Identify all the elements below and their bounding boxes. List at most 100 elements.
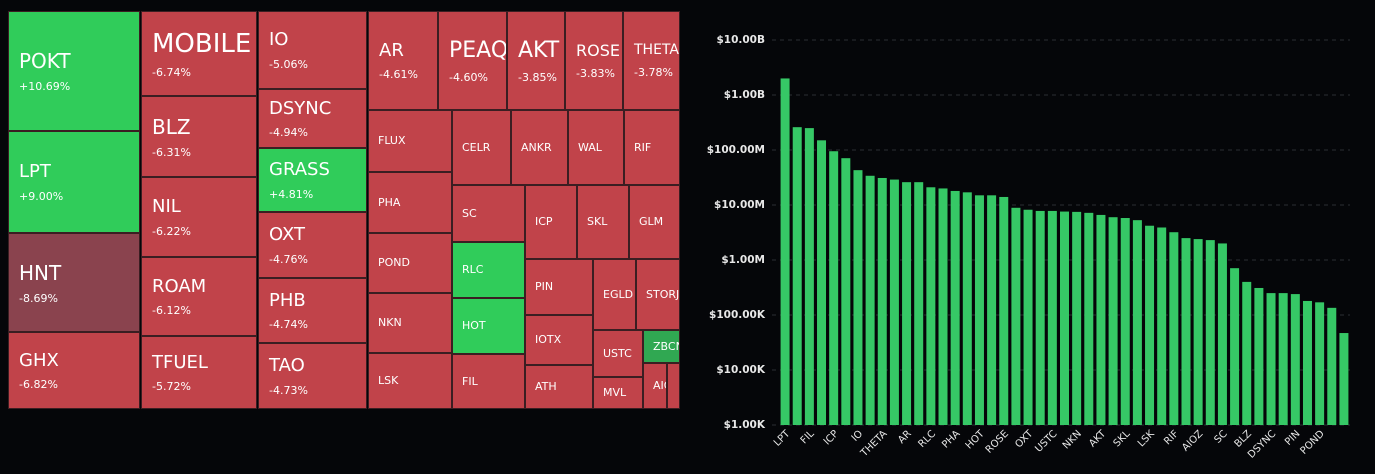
bar (950, 190, 960, 425)
cell-label: NKN (378, 316, 402, 330)
bar (1084, 212, 1094, 425)
y-tick-label: $100.00M (707, 144, 765, 156)
bar (987, 195, 997, 425)
treemap-cell: HNT -8.69% (8, 233, 140, 332)
treemap-cell: ATH (525, 365, 593, 409)
bar (1290, 294, 1300, 425)
cell-label: STORJ (646, 287, 680, 301)
cell-label: TFUEL (152, 351, 208, 373)
cell-change: -3.85% (518, 70, 557, 84)
y-tick-label: $1.00K (724, 419, 766, 431)
bar (1205, 240, 1215, 425)
cell-label: PEAQ (449, 38, 507, 64)
x-tick-label: AKT (1087, 428, 1109, 450)
bar (804, 128, 814, 426)
cell-change: +10.69% (19, 80, 71, 93)
cell-label: LPT (19, 161, 51, 183)
treemap-cell: IOTX (525, 315, 593, 365)
treemap-cell: PIN (525, 259, 593, 315)
cell-label: PIN (535, 280, 554, 294)
bar (926, 187, 936, 425)
bar (1169, 232, 1179, 425)
cell-label: AKT (518, 38, 560, 64)
bar (889, 179, 899, 425)
cell-label: WAL (578, 140, 602, 154)
x-tick-label: RIF (1162, 428, 1181, 447)
cell-label: POND (378, 256, 410, 270)
treemap-cell: NKN (368, 293, 452, 353)
treemap-cell: AKT -3.85% (507, 11, 565, 110)
treemap-cell: LSK (368, 353, 452, 409)
bar (1266, 293, 1276, 425)
treemap-cell: GLM (629, 185, 680, 259)
treemap-cell: POND (368, 233, 452, 293)
x-tick-label: SC (1212, 428, 1229, 445)
cell-label: FIL (462, 374, 478, 388)
cell-label: GRASS (269, 159, 330, 181)
bar (1217, 243, 1227, 425)
treemap-cell: PHB -4.74% (258, 278, 367, 343)
treemap-cell: GHX -6.82% (8, 332, 140, 409)
treemap-cell: OXT -4.76% (258, 212, 367, 278)
treemap-cell: GRASS +4.81% (258, 148, 367, 212)
treemap-cell: IO -5.06% (258, 11, 367, 89)
y-tick-label: $1.00B (724, 89, 765, 101)
cell-label: IO (269, 29, 289, 51)
treemap-cell: NIL -6.22% (141, 177, 257, 257)
treemap: POKT +10.69% LPT +9.00% HNT -8.69% GHX -6.82% MO… (8, 11, 680, 409)
bar (938, 188, 948, 425)
bar (817, 140, 827, 425)
bar (1193, 239, 1203, 425)
treemap-cell: ZBCN (643, 330, 680, 363)
cell-label: USTC (603, 346, 632, 360)
cell-label: LSK (378, 374, 399, 388)
cell-change: -5.72% (152, 380, 191, 394)
bar (902, 182, 912, 425)
treemap-cell: STORJ (636, 259, 680, 330)
treemap-cell: FIL (452, 354, 525, 409)
cell-label: NIL (152, 196, 181, 218)
treemap-cell: ROSE -3.83% (565, 11, 623, 110)
x-tick-label: RLC (917, 428, 939, 450)
cell-label: MOBILE (152, 28, 252, 59)
x-tick-label: ROSE (984, 428, 1011, 455)
bar (877, 177, 887, 425)
cell-change: +4.81% (269, 187, 314, 201)
treemap-cell: AR -4.61% (368, 11, 438, 110)
x-tick-label: USTC (1033, 428, 1059, 454)
x-tick-label: PIN (1283, 428, 1302, 447)
cell-change: -3.78% (634, 65, 673, 79)
x-tick-label: AIOZ (1180, 428, 1205, 453)
bar (1315, 302, 1325, 425)
bar (1060, 211, 1069, 425)
x-tick-label: LSK (1136, 428, 1157, 449)
x-tick-label: IO (850, 428, 866, 444)
bar (1108, 217, 1118, 425)
cell-label: TAO (269, 355, 305, 377)
bar (1242, 281, 1252, 425)
cell-label: ROAM (152, 275, 207, 297)
x-tick-label: FIL (799, 428, 817, 446)
y-tick-label: $10.00M (714, 199, 765, 211)
cell-change: -4.61% (379, 68, 418, 82)
bar (1047, 210, 1057, 425)
cell-label: ZBCN (653, 339, 679, 353)
cell-change: -4.60% (449, 70, 488, 84)
x-tick-label: THETA (858, 428, 889, 459)
bar (829, 151, 839, 425)
cell-label: POKT (19, 49, 71, 73)
cell-label: RIF (634, 140, 652, 154)
bar (1302, 300, 1312, 425)
treemap-cell: PEAQ -4.60% (438, 11, 507, 110)
bar (1327, 307, 1337, 425)
treemap-cell: ICP (525, 185, 577, 259)
x-tick-label: AR (896, 428, 914, 446)
cell-label: EGLD (603, 287, 634, 301)
cell-label: IOTX (535, 333, 562, 347)
cell-label: PHB (269, 289, 306, 311)
x-tick-label: ICP (822, 428, 841, 447)
treemap-cell: THETA -3.78% (623, 11, 680, 110)
cell-change: -6.12% (152, 304, 191, 318)
cell-change: -4.74% (269, 318, 308, 332)
